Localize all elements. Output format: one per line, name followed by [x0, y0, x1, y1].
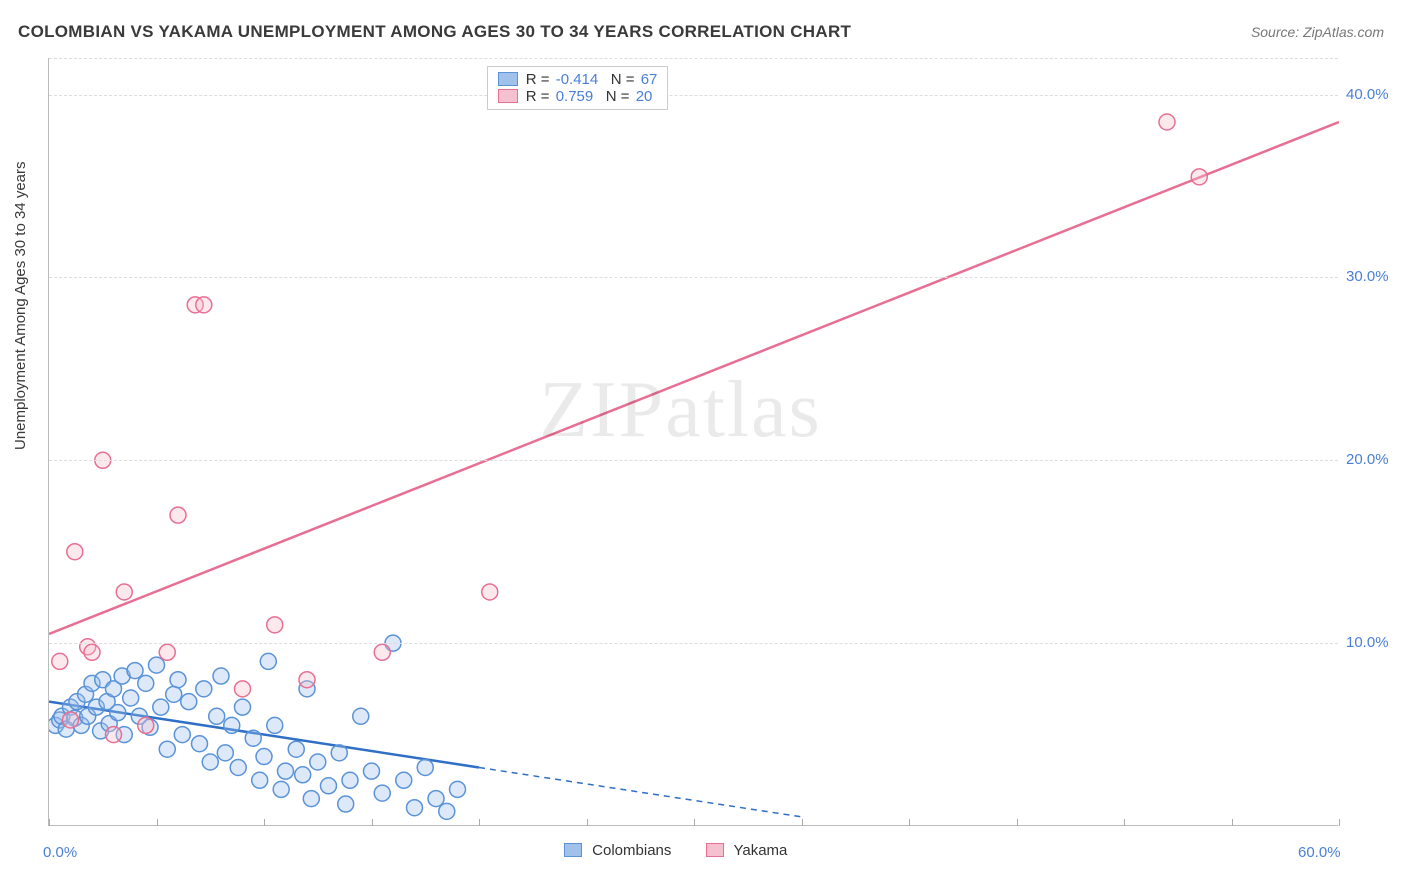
chart-title: COLOMBIAN VS YAKAMA UNEMPLOYMENT AMONG A… [18, 22, 851, 42]
legend-n-value: 67 [641, 71, 658, 88]
plot-area: ZIPatlas [48, 58, 1338, 826]
legend-n-value: 20 [636, 88, 653, 105]
y-tick-label: 10.0% [1346, 634, 1389, 651]
gridline [49, 95, 1338, 96]
y-tick-label: 30.0% [1346, 268, 1389, 285]
legend-label: Colombians [592, 842, 671, 859]
legend-item: Yakama [706, 842, 788, 859]
x-tick [479, 819, 480, 826]
x-tick [49, 819, 50, 826]
legend-n-label: N = [611, 71, 639, 88]
legend-r-value: -0.414 [556, 71, 599, 88]
gridline [49, 643, 1338, 644]
gridline [49, 58, 1338, 59]
x-tick [372, 819, 373, 826]
x-tick [264, 819, 265, 826]
legend-r-label: R = [526, 71, 554, 88]
x-tick [1124, 819, 1125, 826]
gridline [49, 460, 1338, 461]
x-tick [1232, 819, 1233, 826]
legend-swatch [564, 843, 582, 857]
legend-n-label: N = [606, 88, 634, 105]
legend-label: Yakama [733, 842, 787, 859]
x-tick [802, 819, 803, 826]
y-tick-label: 20.0% [1346, 451, 1389, 468]
x-tick [587, 819, 588, 826]
series-legend: Colombians Yakama [564, 842, 817, 860]
correlation-legend: R = -0.414 N = 67 R = 0.759 N = 20 [487, 66, 669, 110]
legend-r-label: R = [526, 88, 554, 105]
legend-row: R = 0.759 N = 20 [498, 88, 658, 105]
source-label: Source: ZipAtlas.com [1251, 24, 1384, 40]
x-tick [909, 819, 910, 826]
legend-swatch [498, 89, 518, 103]
x-tick [157, 819, 158, 826]
x-tick [694, 819, 695, 826]
y-axis-label: Unemployment Among Ages 30 to 34 years [12, 161, 29, 450]
legend-item: Colombians [564, 842, 676, 859]
gridline [49, 277, 1338, 278]
legend-row: R = -0.414 N = 67 [498, 71, 658, 88]
legend-swatch [706, 843, 724, 857]
y-tick-label: 40.0% [1346, 86, 1389, 103]
x-tick [1339, 819, 1340, 826]
legend-swatch [498, 72, 518, 86]
x-tick-label: 60.0% [1298, 844, 1341, 861]
x-tick [1017, 819, 1018, 826]
scatter-svg [49, 58, 1339, 826]
x-tick-label: 0.0% [43, 844, 77, 861]
legend-r-value: 0.759 [556, 88, 594, 105]
